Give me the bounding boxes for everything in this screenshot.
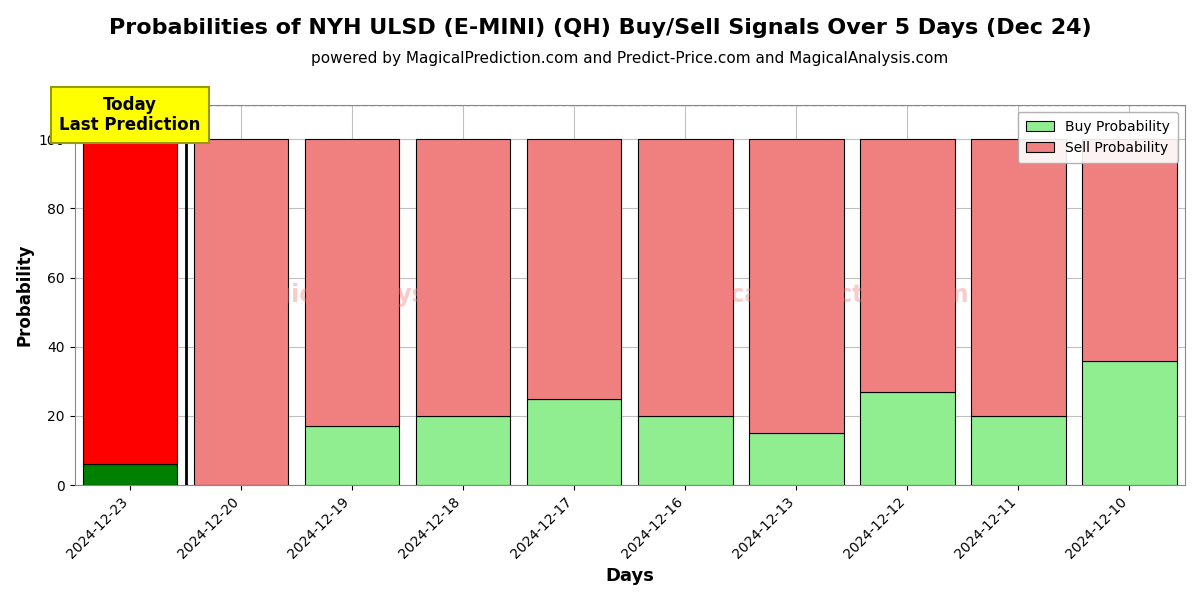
- Text: MagicalAnalysis.com: MagicalAnalysis.com: [236, 283, 512, 307]
- Text: Probabilities of NYH ULSD (E-MINI) (QH) Buy/Sell Signals Over 5 Days (Dec 24): Probabilities of NYH ULSD (E-MINI) (QH) …: [109, 18, 1091, 38]
- Bar: [971, 139, 1066, 416]
- Title: powered by MagicalPrediction.com and Predict-Price.com and MagicalAnalysis.com: powered by MagicalPrediction.com and Pre…: [311, 51, 948, 66]
- Text: MagicalPrediction.com: MagicalPrediction.com: [667, 283, 970, 307]
- Bar: [305, 139, 400, 427]
- Bar: [416, 416, 510, 485]
- Bar: [749, 139, 844, 433]
- Bar: [749, 433, 844, 485]
- Bar: [527, 398, 622, 485]
- Bar: [1082, 139, 1177, 361]
- Bar: [416, 139, 510, 416]
- Bar: [638, 139, 732, 416]
- Bar: [860, 139, 955, 392]
- Bar: [194, 139, 288, 485]
- Bar: [83, 139, 178, 464]
- Y-axis label: Probability: Probability: [16, 244, 34, 346]
- Bar: [638, 416, 732, 485]
- Bar: [83, 464, 178, 485]
- Bar: [860, 392, 955, 485]
- Text: Today
Last Prediction: Today Last Prediction: [60, 95, 200, 134]
- Legend: Buy Probability, Sell Probability: Buy Probability, Sell Probability: [1018, 112, 1178, 163]
- X-axis label: Days: Days: [605, 567, 654, 585]
- Bar: [1082, 361, 1177, 485]
- Bar: [527, 139, 622, 398]
- Bar: [305, 427, 400, 485]
- Bar: [971, 416, 1066, 485]
